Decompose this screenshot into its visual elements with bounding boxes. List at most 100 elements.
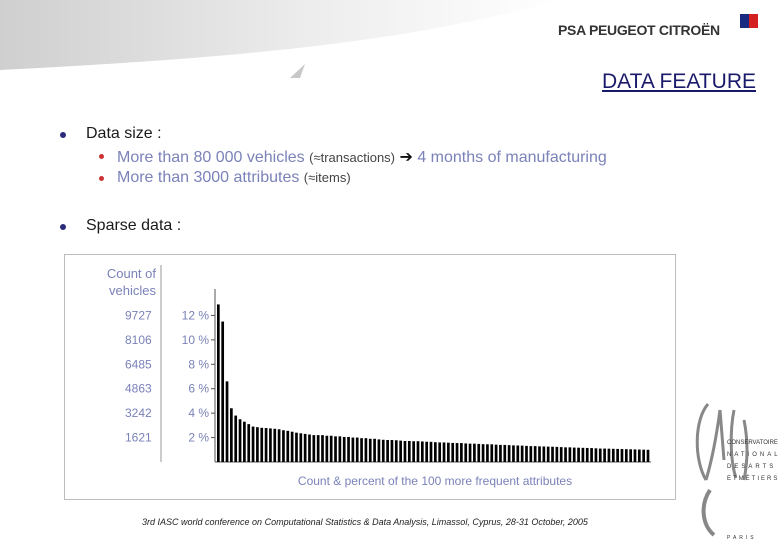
percent-tick-label: 12 % — [182, 308, 210, 322]
bar — [533, 446, 537, 462]
bar — [299, 433, 303, 462]
bar — [269, 428, 272, 462]
bar — [633, 449, 637, 462]
percent-tick-label: 2 % — [188, 431, 209, 445]
bar — [624, 449, 628, 462]
bar — [542, 446, 546, 462]
bar — [490, 444, 494, 462]
data-size-label: Data size : — [86, 125, 162, 142]
attributes-text: More than 3000 attributes — [117, 169, 300, 186]
bar — [577, 447, 580, 462]
bar — [529, 446, 533, 462]
bar — [329, 435, 333, 462]
bar — [325, 435, 329, 462]
bar — [455, 443, 459, 462]
bar — [603, 448, 606, 462]
bar — [407, 440, 411, 462]
bar — [447, 442, 450, 462]
bar — [286, 430, 290, 462]
bar — [316, 435, 320, 462]
months-text: 4 months of manufacturing — [417, 149, 607, 166]
bar — [420, 441, 424, 462]
bar — [520, 445, 524, 462]
bar — [637, 449, 641, 462]
bar — [607, 448, 611, 462]
bar — [225, 381, 229, 462]
bar — [616, 448, 619, 462]
bar — [217, 304, 220, 462]
bar — [503, 444, 507, 462]
count-tick-label: 9727 — [125, 308, 152, 322]
bar — [525, 445, 528, 462]
svg-text:PARIS: PARIS — [727, 535, 757, 540]
bar — [347, 436, 350, 462]
bar — [486, 444, 489, 462]
bar — [264, 428, 268, 462]
bar — [290, 431, 294, 462]
bar — [386, 440, 389, 462]
bar — [234, 415, 238, 462]
count-tick-label: 3242 — [125, 406, 152, 420]
count-tick-label: 6485 — [125, 357, 152, 371]
bar — [473, 443, 476, 462]
bar — [425, 441, 429, 462]
y-axis-label: Count of — [107, 266, 157, 281]
bar — [312, 435, 316, 462]
bar — [581, 447, 585, 462]
bar — [303, 433, 307, 462]
bar — [342, 436, 346, 462]
bar — [429, 441, 433, 462]
bar — [555, 446, 559, 462]
count-tick-label: 4863 — [125, 382, 152, 396]
bar — [247, 424, 251, 462]
bar — [568, 447, 572, 462]
svg-text:ETMÉTIERS: ETMÉTIERS — [727, 475, 779, 482]
attributes-note: (≈items) — [303, 170, 351, 185]
bar — [368, 438, 372, 462]
svg-text:NATIONAL: NATIONAL — [727, 452, 780, 458]
x-axis-label: Count & percent of the 100 more frequent… — [298, 474, 572, 488]
bar — [251, 426, 255, 462]
bar — [334, 436, 337, 462]
percent-tick-label: 10 % — [182, 333, 210, 347]
bar — [499, 444, 502, 462]
bar — [295, 432, 298, 462]
bar — [477, 443, 481, 462]
brand-flag-icon — [740, 14, 758, 28]
bar — [590, 448, 593, 462]
bar — [598, 448, 602, 462]
bar — [494, 444, 498, 462]
bar — [559, 447, 563, 462]
bar — [629, 449, 632, 462]
bar — [451, 442, 455, 462]
bar — [564, 447, 567, 462]
bar — [256, 427, 259, 462]
bar — [243, 421, 246, 462]
vehicles-text: More than 80 000 vehicles — [117, 149, 305, 166]
vehicles-note: (≈transactions) — [309, 150, 396, 165]
bar — [399, 440, 402, 462]
sub-item-attributes: More than 3000 attributes (≈items) — [117, 169, 351, 187]
bar — [360, 438, 363, 462]
bar — [434, 442, 437, 462]
bar — [572, 447, 576, 462]
bar — [642, 449, 646, 462]
percent-tick-label: 8 % — [188, 357, 209, 371]
bar — [273, 428, 277, 462]
bar — [260, 427, 264, 462]
bar-chart: Count of vehicles 9727 12 % 8106 10 % 6485 8 % 4… — [107, 265, 651, 488]
bar — [585, 447, 589, 462]
bar — [221, 321, 225, 462]
y-axis-label-line2: vehicles — [109, 283, 156, 298]
bar — [230, 408, 233, 462]
chart-frame: Count of vehicles 9727 12 % 8106 10 % 6485 8 % 4… — [64, 254, 676, 500]
footer-conference: 3rd IASC world conference on Computation… — [142, 517, 588, 527]
svg-text:DESARTS: DESARTS — [727, 464, 776, 470]
bar — [355, 437, 359, 462]
bar — [377, 439, 381, 462]
bar — [546, 446, 550, 462]
brand-logo: PSA PEUGEOT CITROËN — [558, 22, 720, 38]
bar — [282, 430, 285, 462]
bar — [238, 419, 242, 462]
bar — [351, 437, 355, 462]
